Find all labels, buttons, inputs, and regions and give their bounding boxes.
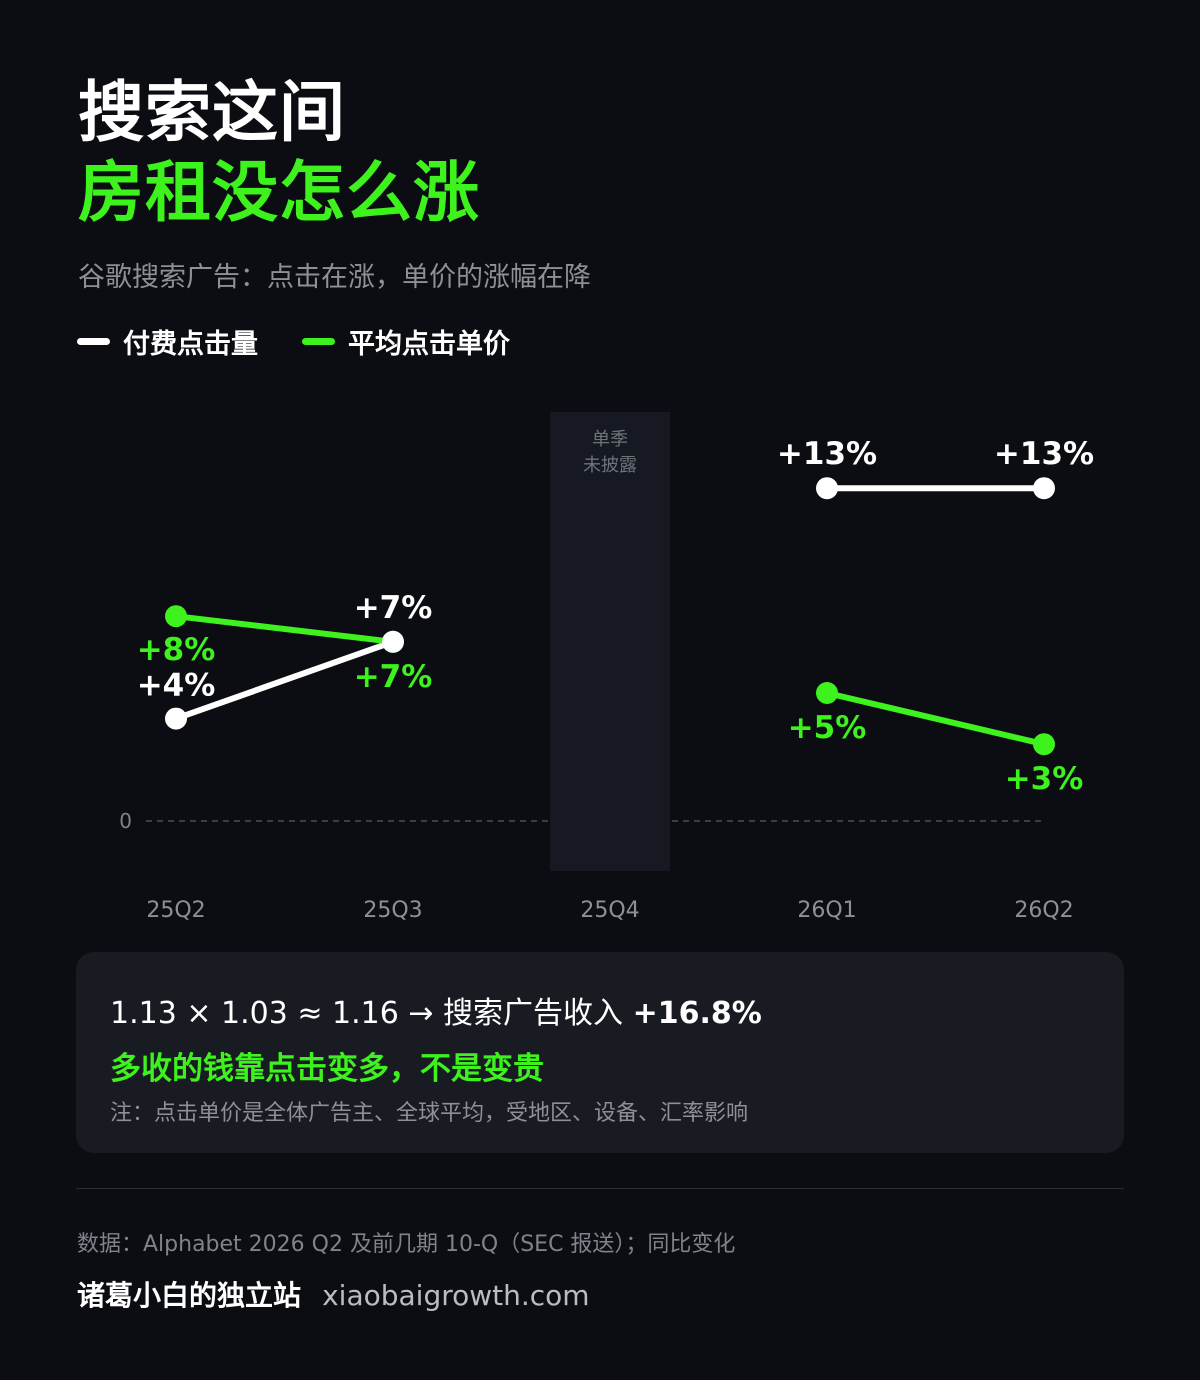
data-label-cost-per-click: +3% xyxy=(1005,761,1084,797)
data-point-paid-clicks xyxy=(165,707,187,730)
revenue-formula: 1.13 × 1.03 ≈ 1.16 → 搜索广告收入 +16.8% xyxy=(110,988,762,1032)
undisclosed-band xyxy=(550,412,670,871)
footer-divider xyxy=(76,1188,1124,1189)
formula-result: +16.8% xyxy=(632,996,762,1031)
data-label-paid-clicks: +13% xyxy=(777,436,877,472)
data-label-paid-clicks: +13% xyxy=(994,436,1094,472)
y-tick-label: 0 xyxy=(119,809,132,833)
data-label-cost-per-click: +7% xyxy=(354,659,433,695)
data-point-cost-per-click xyxy=(816,682,838,704)
x-tick-label: 26Q2 xyxy=(1014,898,1073,923)
page-subtitle: 谷歌搜索广告：点击在涨，单价的涨幅在降 xyxy=(78,262,591,293)
data-point-paid-clicks xyxy=(1033,477,1055,500)
legend-item-cost-per-click: 平均点击单价 xyxy=(302,322,510,361)
data-point-cost-per-click xyxy=(1033,733,1055,756)
data-point-cost-per-click xyxy=(165,605,187,628)
x-tick-label: 26Q1 xyxy=(797,898,856,923)
legend-label-paid-clicks: 付费点击量 xyxy=(123,329,258,360)
data-label-paid-clicks: +7% xyxy=(354,590,433,626)
series-line-paid-clicks xyxy=(173,638,396,722)
data-source: 数据：Alphabet 2026 Q2 及前几期 10-Q（SEC 报送）；同比… xyxy=(77,1232,736,1257)
undisclosed-label-line-1: 单季 xyxy=(592,429,628,450)
data-label-cost-per-click: +5% xyxy=(788,710,867,746)
x-tick-label: 25Q4 xyxy=(580,898,639,923)
series-line-cost-per-click xyxy=(824,690,1047,748)
undisclosed-label-line-2: 未披露 xyxy=(583,455,637,476)
page-title-line-1: 搜索这间 xyxy=(78,74,346,151)
footnote-text: 注：点击单价是全体广告主、全球平均，受地区、设备、汇率影响 xyxy=(110,1101,749,1126)
data-label-cost-per-click: +8% xyxy=(137,632,216,668)
legend-label-cost-per-click: 平均点击单价 xyxy=(348,329,510,360)
series-line-cost-per-click xyxy=(173,613,396,645)
legend-item-paid-clicks: 付费点击量 xyxy=(77,322,258,361)
legend-swatch-cost-per-click xyxy=(302,338,335,345)
data-label-paid-clicks: +4% xyxy=(137,668,216,704)
conclusion-text: 多收的钱靠点击变多，不是变贵 xyxy=(110,1051,544,1087)
site-url[interactable]: xiaobaigrowth.com xyxy=(322,1279,590,1312)
x-tick-label: 25Q2 xyxy=(146,898,205,923)
legend-swatch-paid-clicks xyxy=(77,338,110,345)
page-title-line-2: 房租没怎么涨 xyxy=(78,154,480,231)
brand-name: 诸葛小白的独立站 xyxy=(77,1279,302,1312)
summary-card: 1.13 × 1.03 ≈ 1.16 → 搜索广告收入 +16.8% 多收的钱靠… xyxy=(76,952,1124,1153)
formula-text: 1.13 × 1.03 ≈ 1.16 → 搜索广告收入 xyxy=(110,996,633,1031)
x-tick-label: 25Q3 xyxy=(363,898,422,923)
data-point-paid-clicks xyxy=(382,630,404,653)
data-point-paid-clicks xyxy=(816,477,838,500)
footer-brand-line: 诸葛小白的独立站 xiaobaigrowth.com xyxy=(77,1274,590,1314)
